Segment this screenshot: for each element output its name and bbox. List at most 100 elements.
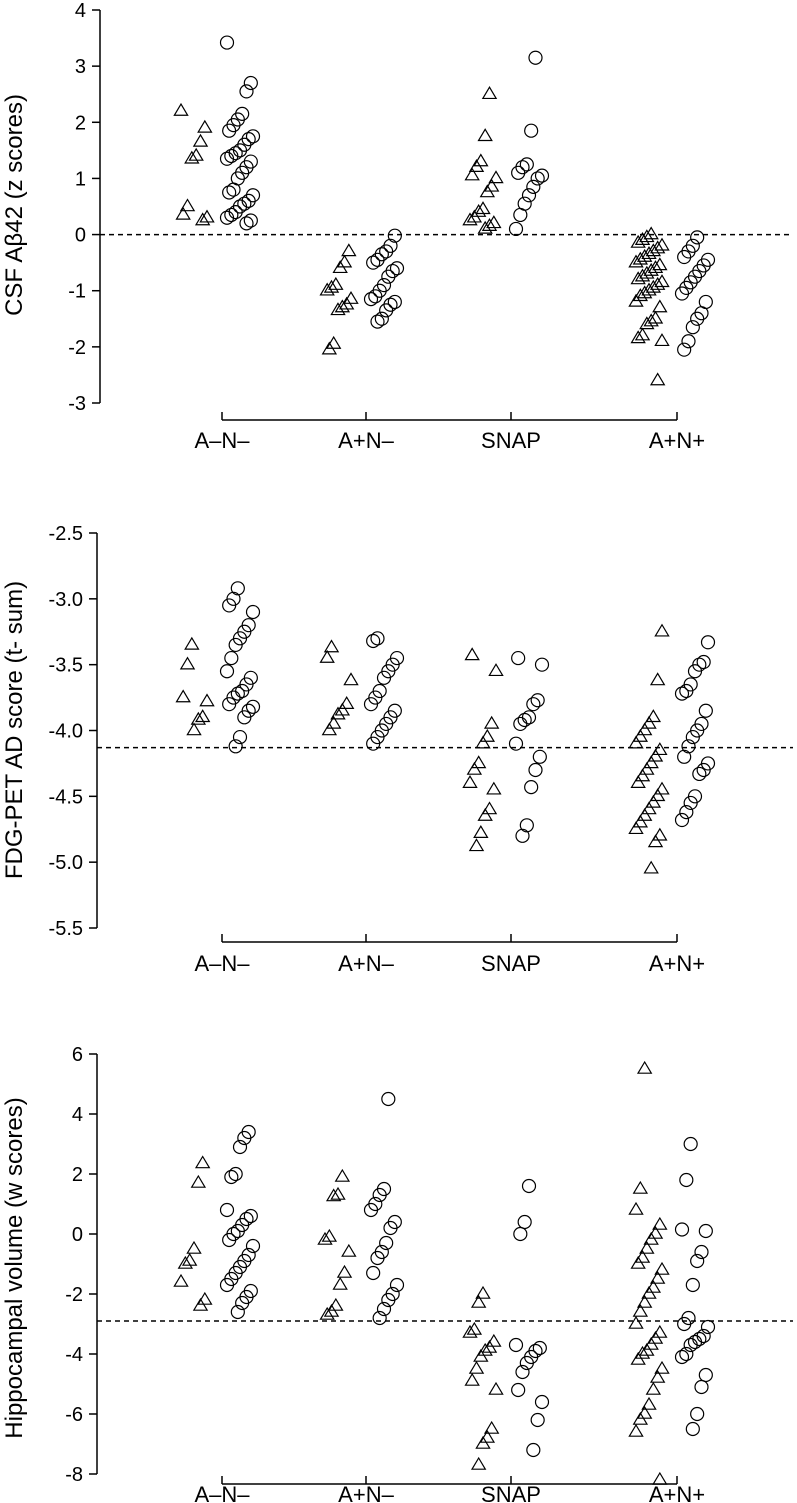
triangle-point [628, 735, 644, 749]
circle-point [513, 716, 528, 732]
circle-point [526, 697, 541, 712]
triangle-point [632, 814, 649, 828]
x-tick-label: A+N+ [649, 428, 705, 453]
circle-point [224, 650, 239, 666]
circle-point [530, 171, 545, 186]
circle-point [677, 749, 692, 764]
circle-point [224, 148, 239, 164]
circle-point [383, 1220, 398, 1236]
circle-point [370, 1250, 385, 1266]
circle-point [243, 1208, 258, 1224]
y-tick-label: 2 [72, 1164, 83, 1186]
x-tick-label: SNAP [481, 428, 541, 453]
triangle-point [462, 774, 478, 788]
y-tick-label: -4.5 [49, 786, 83, 808]
triangle-point [647, 1330, 664, 1344]
y-tick-label: 0 [75, 225, 86, 247]
circle-point [685, 1421, 700, 1437]
y-tick-label: -4 [65, 1344, 83, 1366]
triangle-point [479, 728, 496, 742]
triangle-point [652, 1216, 668, 1230]
triangle-point [483, 715, 500, 729]
circle-point [526, 179, 541, 194]
triangle-point [184, 150, 200, 164]
triangle-point [636, 1060, 653, 1074]
circle-point [230, 686, 245, 701]
triangle-point [641, 1396, 657, 1410]
circle-point [508, 1337, 524, 1353]
circle-point [685, 1277, 700, 1293]
circle-point [534, 1394, 550, 1410]
circle-point [366, 633, 381, 649]
triangle-point [634, 1249, 651, 1263]
circle-point [224, 207, 239, 223]
y-tick-label: 4 [75, 0, 86, 22]
circle-point [517, 1214, 532, 1230]
triangle-point [654, 623, 670, 637]
triangle-point [464, 167, 480, 181]
circle-point [245, 699, 261, 714]
circle-point [511, 650, 526, 666]
triangle-point [639, 761, 655, 775]
triangle-point [190, 1174, 207, 1188]
circle-point [381, 269, 396, 284]
circle-point [515, 828, 530, 843]
y-tick-label: -5.0 [49, 852, 83, 874]
circle-point [681, 334, 696, 349]
triangle-point [636, 1294, 653, 1308]
triangle-point [186, 1240, 202, 1254]
circle-point [679, 683, 694, 699]
y-tick-label: -4.0 [49, 721, 83, 743]
triangle-point [175, 206, 191, 220]
triangle-point [643, 1336, 659, 1350]
circle-point [219, 151, 235, 166]
triangle-point [321, 722, 338, 736]
triangle-point [194, 212, 211, 226]
triangle-point [319, 282, 335, 296]
triangle-point [639, 1240, 655, 1254]
circle-point [692, 766, 707, 782]
triangle-point [464, 1372, 480, 1386]
triangle-point [630, 774, 646, 788]
triangle-point [488, 1381, 504, 1395]
circle-point [379, 244, 394, 259]
y-tick-label: 4 [72, 1104, 83, 1126]
triangle-point [628, 1201, 644, 1215]
circle-point [381, 1091, 396, 1107]
triangle-point [186, 722, 202, 736]
triangle-point [179, 198, 196, 212]
triangle-point [477, 128, 493, 142]
circle-point [245, 604, 261, 620]
triangle-point [184, 636, 200, 650]
triangle-point [475, 1285, 491, 1299]
circle-point [674, 1349, 690, 1365]
triangle-point [632, 1180, 649, 1194]
triangle-point [645, 1279, 662, 1293]
triangle-point [330, 706, 346, 720]
triangle-point [630, 1255, 646, 1269]
triangle-point [330, 1186, 346, 1200]
triangle-point [192, 1297, 209, 1311]
circle-point [370, 314, 385, 329]
y-tick-label: -3 [68, 393, 86, 415]
circle-point [230, 1223, 245, 1239]
triangle-point [175, 689, 191, 703]
circle-point [530, 693, 545, 708]
triangle-point [479, 1429, 496, 1443]
circle-point [696, 654, 711, 670]
circle-point [690, 230, 705, 245]
triangle-point [468, 838, 485, 852]
triangle-point [647, 834, 664, 848]
y-tick-label: -2 [65, 1284, 83, 1306]
triangle-point [343, 672, 359, 686]
triangle-point [479, 184, 496, 198]
circle-point [674, 1222, 690, 1237]
triangle-point [481, 801, 498, 815]
triangle-point [647, 748, 664, 762]
circle-point [674, 286, 690, 301]
triangle-point [341, 1243, 357, 1257]
y-tick-label: 3 [75, 56, 86, 78]
circle-point [219, 1202, 235, 1218]
triangle-point [654, 1261, 670, 1275]
